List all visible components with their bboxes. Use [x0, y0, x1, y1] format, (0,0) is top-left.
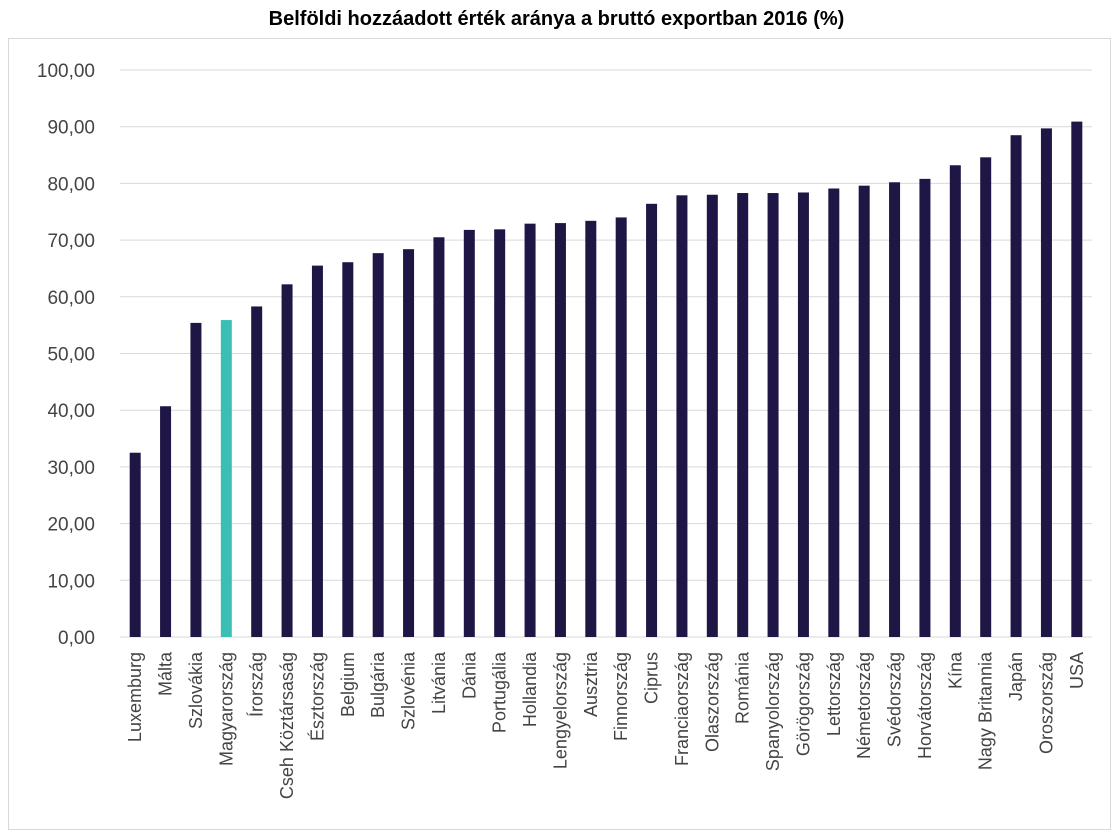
plot-frame [8, 38, 1111, 830]
bar-magyarország [220, 320, 232, 637]
x-category-label: Horvátország [915, 652, 935, 759]
bar-görögország [797, 192, 809, 638]
x-category-label: Japán [1006, 652, 1026, 701]
x-category-label: Olaszország [702, 652, 722, 752]
x-category-label: Oroszország [1036, 652, 1056, 754]
bar-bulgária [372, 253, 384, 638]
bar-oroszország [1040, 128, 1052, 637]
bar-ciprus [646, 203, 658, 637]
bar-lengyelország [554, 223, 566, 637]
y-tick-label: 20,00 [47, 515, 95, 536]
x-category-label: Románia [733, 651, 753, 724]
x-category-label: Németország [854, 652, 874, 759]
bar-portugália [494, 229, 506, 637]
bar-málta [160, 406, 172, 637]
x-category-label: Litvánia [429, 651, 449, 714]
bar-németország [858, 185, 870, 637]
bar-románia [737, 193, 749, 637]
y-tick-label: 10,00 [47, 571, 95, 592]
bar-litvánia [433, 237, 445, 637]
bar-horvátország [919, 178, 931, 637]
bar-kína [949, 165, 961, 638]
y-tick-label: 80,00 [47, 174, 95, 195]
x-category-label: Bulgária [368, 651, 388, 718]
x-category-label: USA [1067, 652, 1087, 689]
bar-írország [251, 306, 263, 637]
x-category-label: Hollandia [520, 651, 540, 727]
x-category-label: Nagy Britannia [976, 651, 996, 770]
x-category-label: Szlovénia [399, 651, 419, 730]
x-category-label: Görögország [793, 652, 813, 756]
x-category-label: Észtország [307, 652, 327, 741]
y-tick-label: 100,00 [37, 61, 95, 82]
bar-lettország [828, 188, 840, 638]
bar-ausztria [585, 220, 597, 637]
bar-hollandia [524, 223, 536, 638]
y-tick-label: 70,00 [47, 231, 95, 252]
grid-layer [120, 69, 1092, 638]
y-axis-ticks: 0,00 10,00 20,00 30,00 40,00 50,00 60,00 70,00 8… [37, 61, 95, 649]
bar-luxemburg [129, 452, 141, 637]
x-category-label: Szlovákia [186, 651, 206, 729]
bar-franciaország [676, 195, 688, 637]
y-tick-label: 30,00 [47, 458, 95, 479]
bar-nagy-britannia [980, 157, 992, 637]
x-category-label: Írország [247, 652, 267, 717]
x-category-label: Málta [156, 651, 176, 696]
bar-dánia [463, 229, 475, 638]
bar-layer [129, 121, 1083, 638]
bar-szlovákia [190, 322, 202, 637]
x-category-label: Svédország [885, 652, 905, 747]
y-tick-label: 60,00 [47, 288, 95, 309]
bar-svédország [889, 182, 901, 638]
bar-japán [1010, 135, 1022, 637]
x-category-label: Cseh Köztársaság [277, 652, 297, 799]
bar-finnország [615, 217, 627, 638]
bar-belgium [342, 262, 354, 637]
x-category-label: Spanyolország [763, 652, 783, 771]
x-axis-labels: Luxemburg Málta Szlovákia Magyarország Írors… [125, 651, 1087, 799]
x-category-label: Portugália [490, 651, 510, 733]
bar-usa [1071, 121, 1083, 638]
x-category-label: Lettország [824, 652, 844, 736]
y-tick-label: 90,00 [47, 118, 95, 139]
chart-title: Belföldi hozzáadott érték aránya a brutt… [268, 8, 845, 30]
bar-spanyolország [767, 193, 779, 637]
x-category-label: Ausztria [581, 651, 601, 717]
x-category-label: Ciprus [642, 652, 662, 704]
y-tick-label: 50,00 [47, 345, 95, 366]
y-tick-label: 0,00 [58, 628, 95, 649]
bar-észtország [311, 265, 323, 637]
bar-szlovénia [403, 249, 415, 637]
y-tick-label: 40,00 [47, 401, 95, 422]
x-category-label: Dánia [459, 651, 479, 699]
x-category-label: Magyarország [216, 652, 236, 766]
x-category-label: Belgium [338, 652, 358, 717]
x-category-label: Kína [945, 651, 965, 689]
x-category-label: Luxemburg [125, 652, 145, 742]
bar-cseh-köztársaság [281, 284, 293, 637]
x-category-label: Finnország [611, 652, 631, 741]
x-category-label: Franciaország [672, 652, 692, 766]
bar-olaszország [706, 194, 718, 638]
x-category-label: Lengyelország [550, 652, 570, 769]
